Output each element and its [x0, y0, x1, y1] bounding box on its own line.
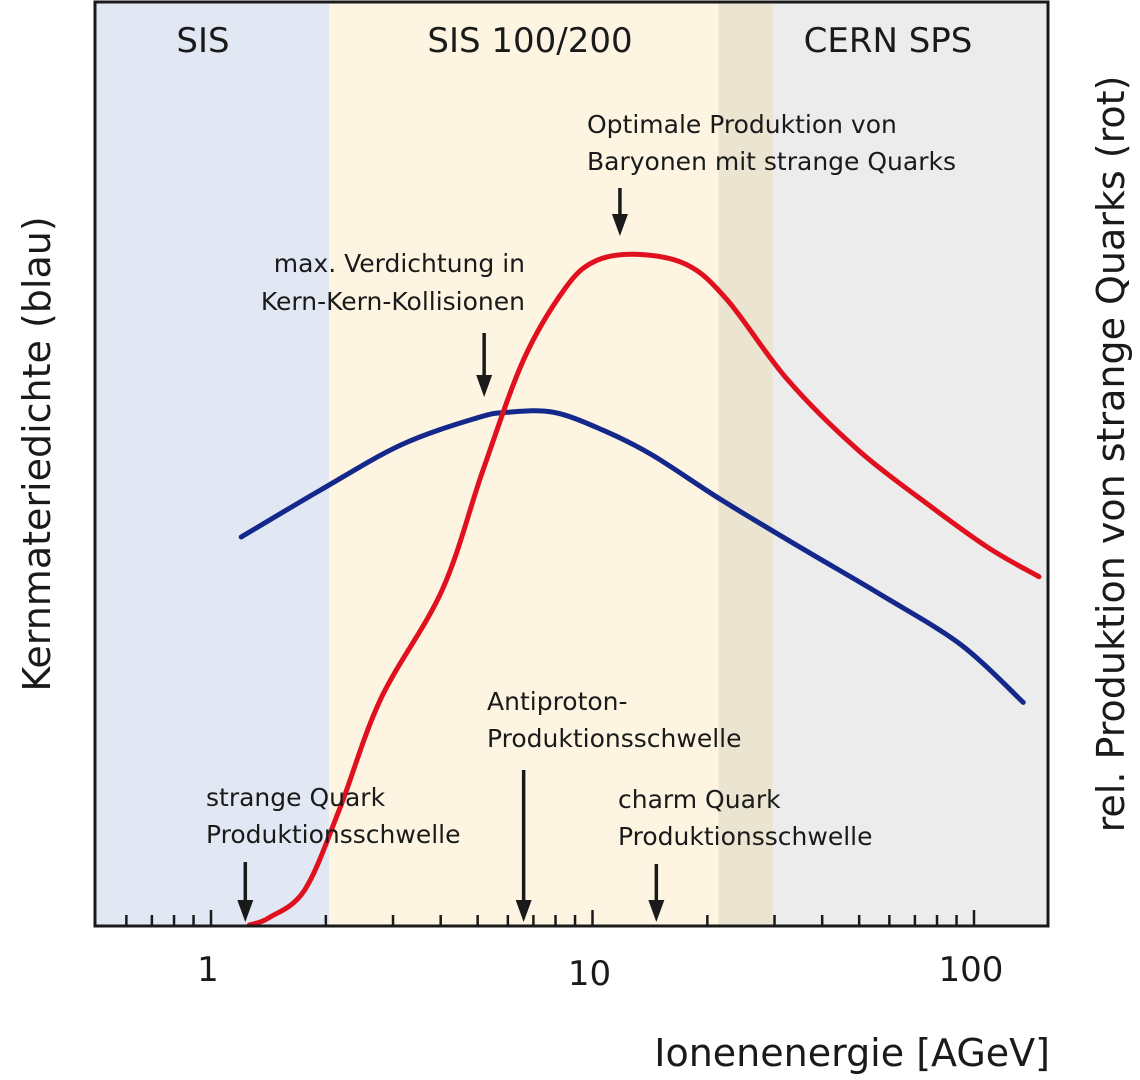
region-label-sis: SIS — [176, 21, 229, 61]
series-lines — [238, 251, 1042, 928]
region-band-2 — [718, 2, 773, 926]
plot-frame — [93, 0, 1050, 928]
region-bands — [96, 2, 1048, 926]
x-axis-title: Ionenenergie [AGeV] — [654, 1031, 1050, 1075]
annotation-text: Baryonen mit strange Quarks — [587, 147, 956, 176]
annotation-optimal-strange: Optimale Produktion von Baryonen mit str… — [587, 110, 956, 176]
annotation-text: strange Quark — [206, 783, 386, 812]
x-ticks — [125, 910, 976, 926]
annotation-charm-threshold: charm Quark Produktionsschwelle — [618, 785, 872, 851]
annotation-text: Produktionsschwelle — [206, 820, 460, 849]
x-tick-label: 100 — [939, 950, 1004, 990]
annotation-text: charm Quark — [618, 785, 781, 814]
annotation-text: Kern-Kern-Kollisionen — [261, 287, 525, 316]
x-tick-label: 10 — [568, 954, 611, 994]
annotation-max-density: max. Verdichtung in Kern-Kern-Kollisione… — [261, 249, 525, 316]
arrow-charm-threshold-head — [648, 900, 665, 922]
region-label-cern-sps: CERN SPS — [804, 21, 973, 61]
annotation-text: Produktionsschwelle — [487, 724, 741, 753]
y-axis-title-left: Kernmateriedichte (blau) — [15, 216, 59, 691]
arrow-optimal-strange-head — [611, 214, 628, 236]
x-tick-label: 1 — [197, 950, 219, 990]
region-band-1 — [329, 2, 773, 926]
region-band-0 — [96, 2, 330, 926]
arrow-max-density-head — [476, 375, 493, 397]
annotation-strange-threshold: strange Quark Produktionsschwelle — [206, 783, 460, 849]
annotation-antiproton-threshold: Antiproton- Produktionsschwelle — [487, 687, 741, 753]
y-axis-title-right: rel. Produktion von strange Quarks (rot) — [1089, 76, 1133, 833]
region-label-sis100-200: SIS 100/200 — [427, 21, 632, 61]
arrow-strange-threshold-head — [237, 900, 254, 922]
region-band-3 — [772, 2, 1048, 926]
annotation-text: Optimale Produktion von — [587, 110, 897, 139]
annotation-text: Produktionsschwelle — [618, 822, 872, 851]
series-line-kernmateriedichte — [238, 408, 1026, 705]
annotation-text: max. Verdichtung in — [274, 249, 525, 278]
annotation-arrows — [237, 188, 665, 922]
arrow-antiproton-threshold-head — [515, 900, 532, 922]
series-line-strange-production — [246, 251, 1042, 928]
annotation-text: Antiproton- — [487, 687, 628, 716]
